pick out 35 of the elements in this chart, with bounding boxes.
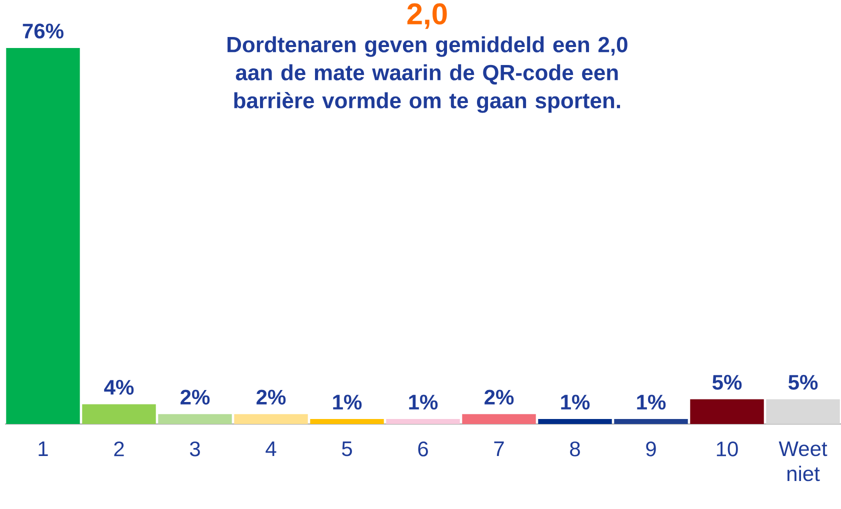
x-tick-label: Weet niet <box>778 442 828 482</box>
bar <box>766 399 840 424</box>
data-label: 2% <box>256 390 286 405</box>
bar <box>614 419 688 424</box>
x-tick-label: 2 <box>114 442 124 456</box>
x-tick-label: 6 <box>418 442 428 456</box>
bar <box>538 419 612 424</box>
data-label: 1% <box>333 394 362 410</box>
data-label: 76% <box>22 24 64 38</box>
bar <box>158 414 232 424</box>
data-label: 5% <box>788 374 818 390</box>
data-label: 2% <box>484 390 514 405</box>
x-tick-label: 1 <box>38 442 48 456</box>
x-tick-label: 10 <box>716 442 738 456</box>
x-tick-label: 9 <box>646 442 656 456</box>
data-label: 1% <box>409 394 438 410</box>
bar <box>690 399 764 424</box>
x-tick-label: 5 <box>342 442 352 456</box>
bar <box>462 414 536 424</box>
bar <box>82 404 156 424</box>
x-tick-label: 7 <box>494 442 504 456</box>
bar <box>234 414 308 424</box>
data-label: 2% <box>180 390 210 405</box>
x-tick-label: 3 <box>190 442 200 456</box>
bar <box>310 419 384 424</box>
text: Dordtenaren geven gemiddeld een 2,0 aan de mate waarin de QR-code een barrière vormde om te gaan sporten. <box>228 36 628 113</box>
data-label: 1% <box>561 394 590 410</box>
data-label: 1% <box>637 394 666 410</box>
text: 2,0 <box>407 3 447 29</box>
bar <box>386 419 460 424</box>
data-label: 5% <box>712 374 742 390</box>
bar <box>6 48 80 424</box>
x-tick-label: 4 <box>266 442 276 456</box>
x-tick-label: 8 <box>570 442 580 456</box>
data-label: 4% <box>104 380 134 395</box>
